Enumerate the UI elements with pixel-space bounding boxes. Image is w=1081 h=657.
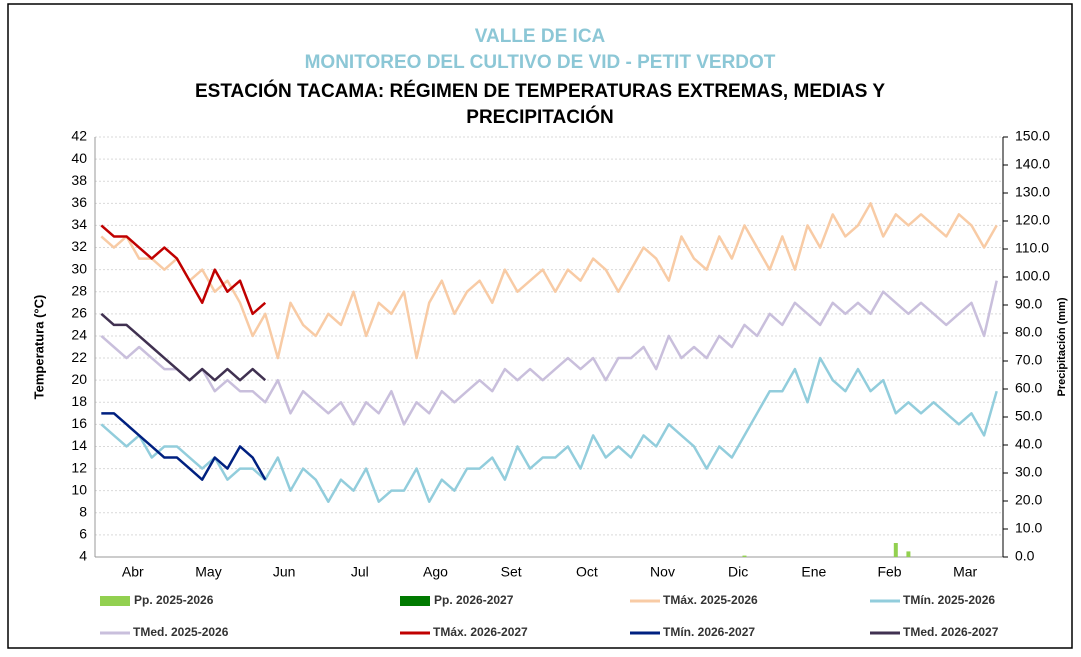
y-tick-label: 26 xyxy=(71,305,87,321)
y2-tick-label: 100.0 xyxy=(1015,268,1050,284)
y2-tick-label: 90.0 xyxy=(1015,296,1042,312)
y2-tick-label: 60.0 xyxy=(1015,380,1042,396)
y2-tick-label: 120.0 xyxy=(1015,212,1050,228)
line xyxy=(100,224,267,316)
y-tick-label: 4 xyxy=(79,548,87,564)
line xyxy=(100,202,998,360)
y-tick-label: 36 xyxy=(71,194,87,210)
legend-label: TMed. 2025-2026 xyxy=(133,625,229,639)
bar xyxy=(742,555,747,557)
legend-swatch xyxy=(100,596,130,606)
title-line: ESTACIÓN TACAMA: RÉGIMEN DE TEMPERATURAS… xyxy=(195,80,885,102)
y-tick-label: 20 xyxy=(71,371,87,387)
title-line: PRECIPITACIÓN xyxy=(466,106,613,128)
x-tick-label: Ene xyxy=(801,564,826,580)
y2-tick-label: 30.0 xyxy=(1015,464,1042,480)
frame xyxy=(7,3,1073,649)
y-tick-label: 24 xyxy=(71,327,87,343)
y-tick-label: 22 xyxy=(71,349,87,365)
y-tick-label: 12 xyxy=(71,459,87,475)
y-tick-label: 8 xyxy=(79,503,87,519)
x-tick-label: Mar xyxy=(953,564,977,580)
y2-axis-label: Precipitación (mm) xyxy=(1056,297,1068,396)
legend-label: TMed. 2026-2027 xyxy=(903,625,999,639)
y2-tick-label: 70.0 xyxy=(1015,352,1042,368)
legend-label: TMín. 2026-2027 xyxy=(663,625,755,639)
legend-label: Pp. 2025-2026 xyxy=(134,593,214,607)
y2-tick-label: 130.0 xyxy=(1015,184,1050,200)
y-tick-label: 18 xyxy=(71,393,87,409)
x-tick-label: Feb xyxy=(877,564,901,580)
y-tick-label: 32 xyxy=(71,238,87,254)
y-tick-label: 16 xyxy=(71,415,87,431)
y-tick-label: 42 xyxy=(71,128,87,144)
bar xyxy=(906,551,911,557)
y-tick-label: 10 xyxy=(71,481,87,497)
y2-tick-label: 80.0 xyxy=(1015,324,1042,340)
x-tick-label: Abr xyxy=(122,564,144,580)
y2-tick-label: 110.0 xyxy=(1015,240,1049,256)
y2-tick-label: 0.0 xyxy=(1015,548,1035,564)
y2-tick-label: 10.0 xyxy=(1015,520,1042,536)
line xyxy=(100,280,998,426)
y2-tick-label: 150.0 xyxy=(1015,128,1050,144)
y-tick-label: 34 xyxy=(71,216,87,232)
y-tick-label: 30 xyxy=(71,260,87,276)
y2-tick-label: 20.0 xyxy=(1015,492,1042,508)
legend-label: TMáx. 2026-2027 xyxy=(433,625,528,639)
x-tick-label: Nov xyxy=(650,564,675,580)
x-tick-label: May xyxy=(195,564,221,580)
y-tick-label: 40 xyxy=(71,150,87,166)
y2-tick-label: 40.0 xyxy=(1015,436,1042,452)
y-tick-label: 38 xyxy=(71,172,87,188)
y-tick-label: 14 xyxy=(71,437,87,453)
y-tick-label: 28 xyxy=(71,282,87,298)
line xyxy=(100,312,267,382)
title-line: MONITOREO DEL CULTIVO DE VID - PETIT VER… xyxy=(305,52,776,73)
y2-tick-label: 140.0 xyxy=(1015,156,1050,172)
x-tick-label: Jun xyxy=(273,564,296,580)
legend-label: TMáx. 2025-2026 xyxy=(663,593,758,607)
line xyxy=(100,356,998,503)
bar xyxy=(893,543,898,557)
legend-swatch xyxy=(400,596,430,606)
x-tick-label: Ago xyxy=(423,564,448,580)
x-tick-label: Set xyxy=(501,564,522,580)
x-tick-label: Dic xyxy=(728,564,748,580)
x-tick-label: Jul xyxy=(351,564,369,580)
y-tick-label: 6 xyxy=(79,526,87,542)
y-axis-label: Temperatura (°C) xyxy=(31,295,46,400)
legend-label: Pp. 2026-2027 xyxy=(434,593,514,607)
title-line: VALLE DE ICA xyxy=(475,26,606,47)
line xyxy=(101,412,267,481)
x-tick-label: Oct xyxy=(576,564,598,580)
legend-label: TMín. 2025-2026 xyxy=(903,593,995,607)
y2-tick-label: 50.0 xyxy=(1015,408,1042,424)
